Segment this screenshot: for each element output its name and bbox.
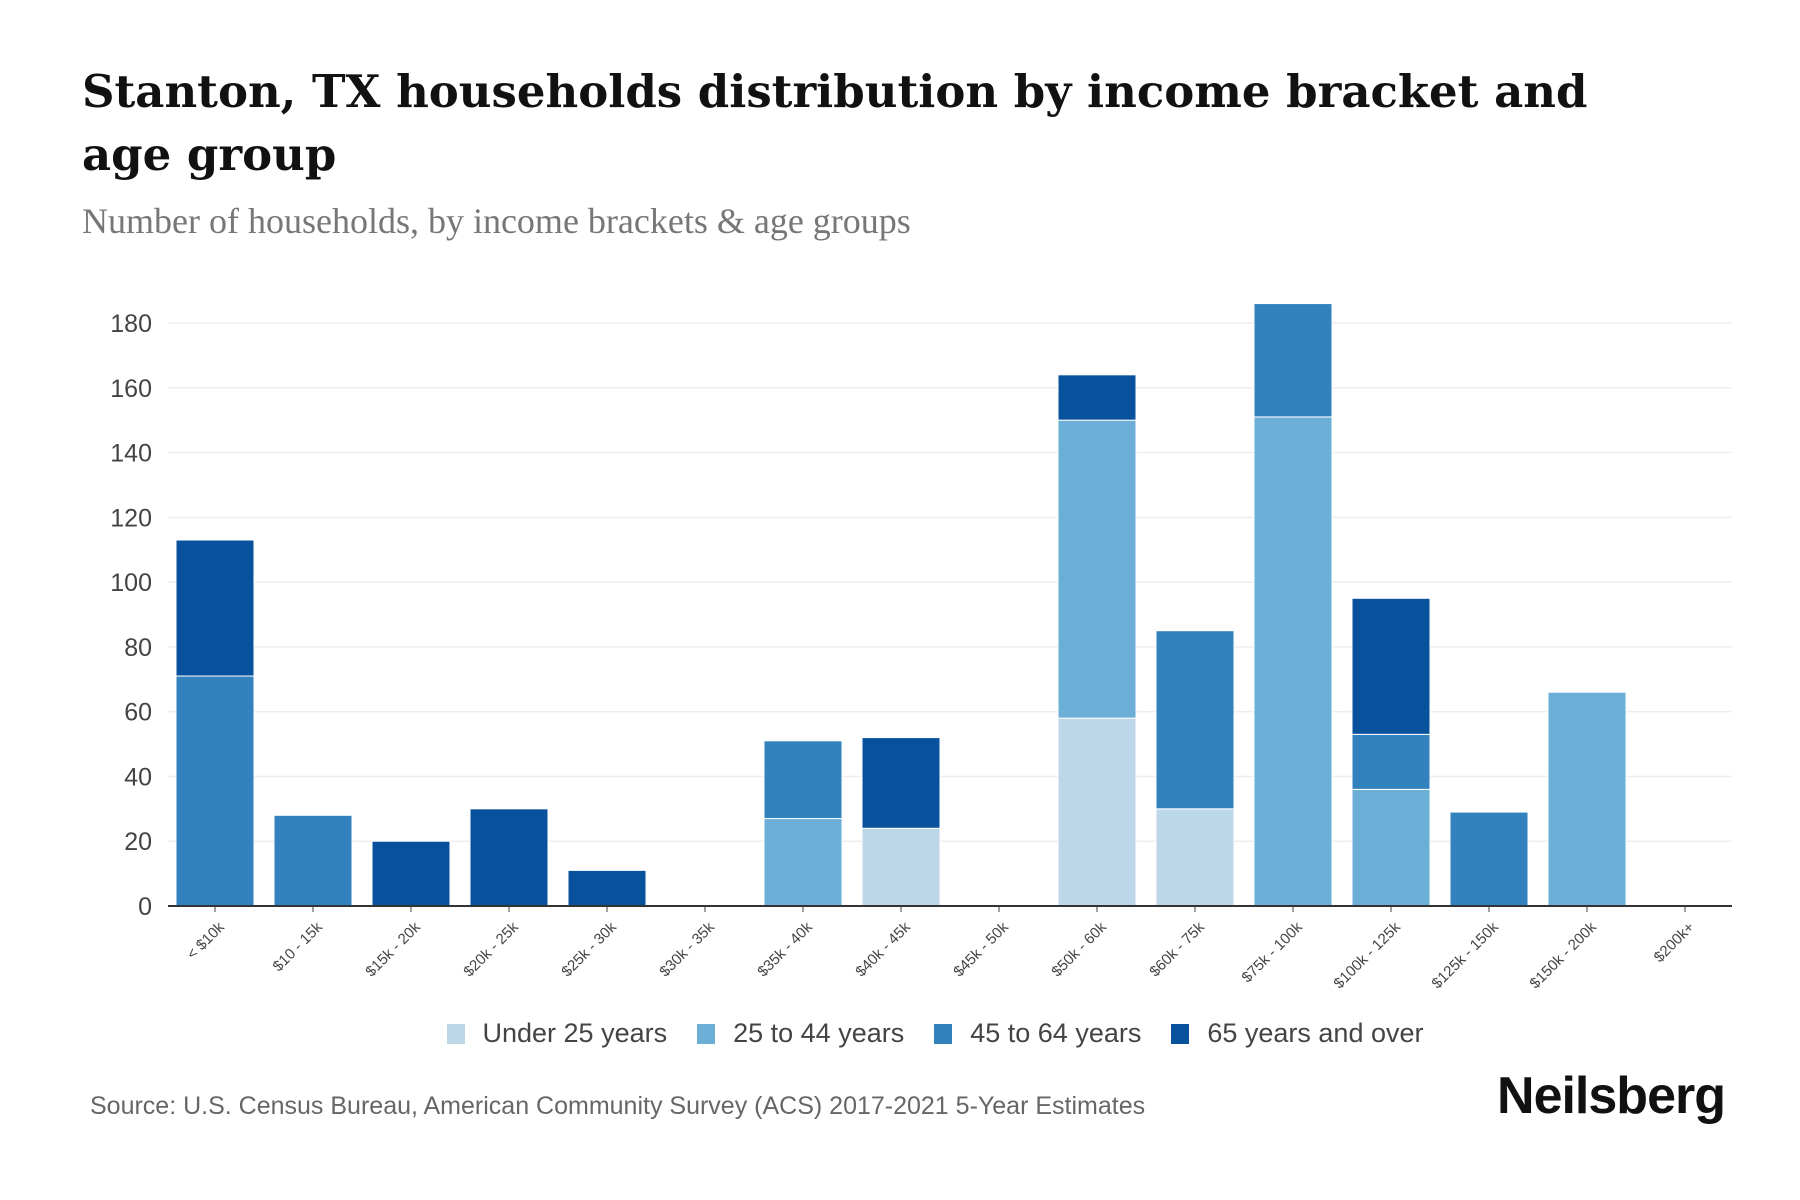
y-tick-label: 40 [124,763,152,791]
y-tick-label: 80 [124,634,152,662]
legend-label: 25 to 44 years [733,1018,905,1048]
x-tick-label: $125k - 150k [1428,918,1502,992]
bar-segment-under-25-years [861,827,941,907]
bar-segment-45-to-64-years [1155,630,1235,810]
bar-segment-45-to-64-years [1253,303,1333,418]
legend-swatch [1171,1023,1190,1044]
x-tick-label: $25k - 30k [558,918,620,980]
x-tick-label: $10 - 15k [270,918,327,975]
bar-segment-under-25-years [1057,717,1137,907]
legend-item: 25 to 44 years [697,1018,904,1049]
x-tick-label: < $10k [184,918,229,963]
bar-segment-65-years-and-over [469,808,549,907]
bar-segment-45-to-64-years [1351,733,1431,790]
y-tick-label: 180 [110,310,152,338]
y-tick-label: 0 [138,893,152,921]
chart-title: Stanton, TX households distribution by i… [82,65,1588,181]
source-note: Source: U.S. Census Bureau, American Com… [90,1092,1146,1120]
x-tick-label: $100k - 125k [1330,918,1404,992]
legend-swatch [697,1023,716,1044]
legend-label: 45 to 64 years [970,1018,1142,1048]
x-tick-label: $60k - 75k [1146,918,1208,980]
y-tick-label: 140 [110,440,152,468]
x-tick-label: $15k - 20k [362,918,424,980]
x-tick-label: $45k - 50k [950,918,1012,980]
x-tick-label: $30k - 35k [656,918,718,980]
legend: Under 25 years 25 to 44 years 45 to 64 yea… [0,1018,1800,1049]
y-tick-label: 160 [110,375,152,403]
bar-segment-45-to-64-years [1449,811,1529,907]
x-tick-label: $150k - 200k [1526,918,1600,992]
x-tick-label: $50k - 60k [1048,918,1110,980]
bar-segment-25-to-44-years [1253,416,1333,907]
x-tick-label: $200k+ [1651,919,1698,966]
legend-swatch [446,1023,465,1044]
bar-segment-65-years-and-over [567,869,647,907]
bar-segment-25-to-44-years [1057,419,1137,719]
bar-segment-65-years-and-over [1351,597,1431,735]
chart-subtitle: Number of households, by income brackets… [82,201,911,241]
bar-segment-25-to-44-years [1547,691,1627,907]
x-tick-label: $20k - 25k [460,918,522,980]
legend-item: Under 25 years [446,1018,668,1049]
legend-label: 65 years and over [1207,1018,1424,1048]
bar-segment-45-to-64-years [763,740,843,820]
bar-segment-25-to-44-years [1351,788,1431,907]
x-tick-label: $40k - 45k [852,918,914,980]
bar-segment-45-to-64-years [175,675,255,907]
legend-item: 45 to 64 years [934,1018,1141,1049]
legend-item: 65 years and over [1171,1018,1424,1049]
bar-segment-25-to-44-years [763,818,843,907]
bar-segment-under-25-years [1155,808,1235,907]
legend-swatch [934,1023,953,1044]
y-tick-label: 120 [110,504,152,532]
bar-segment-65-years-and-over [175,539,255,677]
y-tick-label: 60 [124,699,152,727]
bar-segment-65-years-and-over [861,737,941,829]
y-tick-label: 100 [110,569,152,597]
neilsberg-logo: Neilsberg [1497,1067,1726,1125]
bar-segment-65-years-and-over [371,840,451,907]
legend-label: Under 25 years [482,1018,668,1048]
x-tick-label: $75k - 100k [1238,918,1306,986]
y-tick-label: 20 [124,828,152,856]
x-tick-label: $35k - 40k [754,918,816,980]
bar-segment-65-years-and-over [1057,374,1137,421]
bar-segment-45-to-64-years [273,814,353,907]
